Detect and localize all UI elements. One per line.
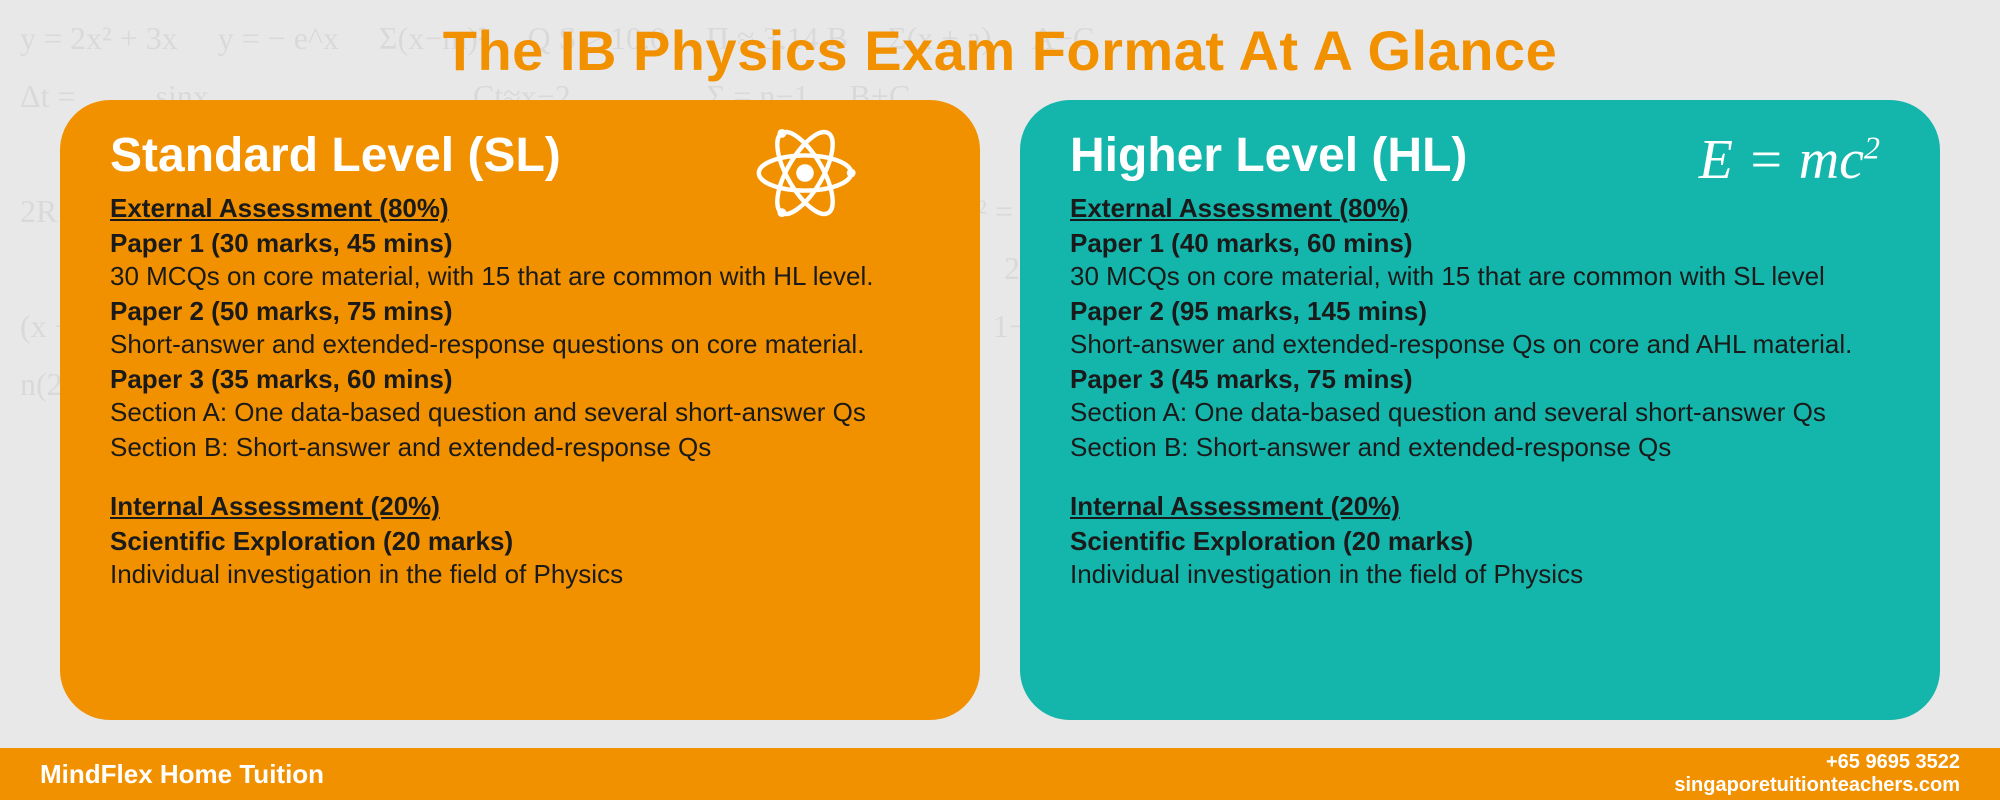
hl-paper2-desc: Short-answer and extended-response Qs on… <box>1070 327 1890 362</box>
sl-paper3-desc-a: Section A: One data-based question and s… <box>110 395 930 430</box>
hl-ia-desc: Individual investigation in the field of… <box>1070 557 1890 592</box>
hl-paper3-head: Paper 3 (45 marks, 75 mins) <box>1070 364 1890 395</box>
hl-paper2-head: Paper 2 (95 marks, 145 mins) <box>1070 296 1890 327</box>
footer-site: singaporetuitionteachers.com <box>1674 774 1960 797</box>
hl-paper3-desc-b: Section B: Short-answer and extended-res… <box>1070 430 1890 465</box>
sl-paper2-desc: Short-answer and extended-response quest… <box>110 327 930 362</box>
hl-panel: E = mc2 Higher Level (HL) External Asses… <box>1020 100 1940 720</box>
footer-contact: +65 9695 3522 singaporetuitionteachers.c… <box>1674 751 1960 797</box>
sl-ia-head: Scientific Exploration (20 marks) <box>110 526 930 557</box>
sl-paper1-desc: 30 MCQs on core material, with 15 that a… <box>110 259 930 294</box>
hl-paper1-head: Paper 1 (40 marks, 60 mins) <box>1070 228 1890 259</box>
atom-icon <box>750 118 860 233</box>
hl-paper1-desc: 30 MCQs on core material, with 15 that a… <box>1070 259 1890 294</box>
sl-internal-head: Internal Assessment (20%) <box>110 491 930 522</box>
emc2-icon: E = mc2 <box>1699 128 1880 192</box>
sl-paper2-head: Paper 2 (50 marks, 75 mins) <box>110 296 930 327</box>
sl-ia-desc: Individual investigation in the field of… <box>110 557 930 592</box>
footer-phone: +65 9695 3522 <box>1674 751 1960 774</box>
hl-external-head: External Assessment (80%) <box>1070 193 1890 224</box>
sl-paper3-desc-b: Section B: Short-answer and extended-res… <box>110 430 930 465</box>
footer-bar: MindFlex Home Tuition +65 9695 3522 sing… <box>0 748 2000 800</box>
hl-internal-head: Internal Assessment (20%) <box>1070 491 1890 522</box>
panels-container: Standard Level (SL) External Assessment … <box>60 100 1940 720</box>
hl-paper3-desc-a: Section A: One data-based question and s… <box>1070 395 1890 430</box>
page-title: The IB Physics Exam Format At A Glance <box>0 18 2000 83</box>
sl-panel: Standard Level (SL) External Assessment … <box>60 100 980 720</box>
hl-ia-head: Scientific Exploration (20 marks) <box>1070 526 1890 557</box>
sl-paper3-head: Paper 3 (35 marks, 60 mins) <box>110 364 930 395</box>
footer-brand: MindFlex Home Tuition <box>40 759 324 790</box>
